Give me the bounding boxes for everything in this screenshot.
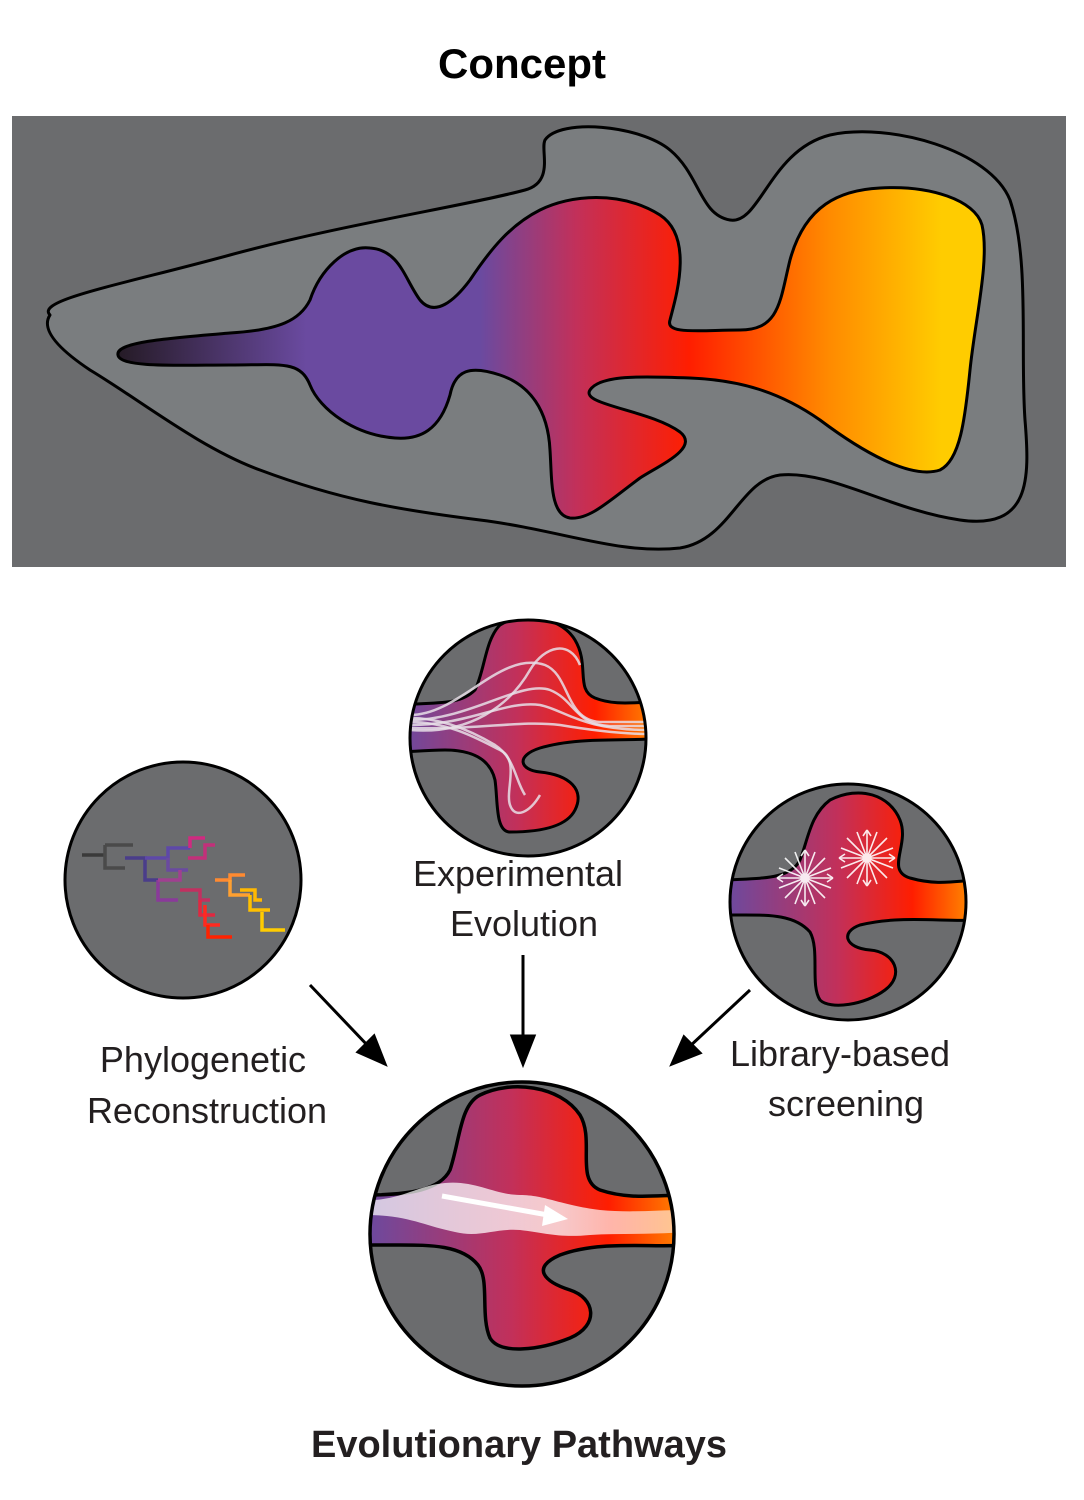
arrow-library — [669, 988, 752, 1067]
evolution-trajectories — [410, 647, 646, 815]
experimental-evolution-label-2: Evolution — [450, 903, 598, 944]
library-label-1: Library-based — [730, 1033, 950, 1074]
concept-title: Concept — [438, 40, 606, 87]
pathway-arrow-icon — [441, 1193, 568, 1226]
evolutionary-pathways-circle — [368, 1080, 676, 1388]
experimental-evolution-circle — [408, 618, 648, 858]
library-label-2: screening — [768, 1083, 924, 1124]
starburst-icon — [776, 829, 896, 907]
phylogenetic-tree-icon — [82, 836, 285, 939]
phylogenetic-reconstruction-circle — [63, 760, 303, 1000]
phylogenetic-label-1: Phylogenetic — [100, 1039, 306, 1080]
concept-panel — [12, 116, 1066, 567]
arrows — [308, 955, 752, 1069]
library-screening-circle — [728, 782, 968, 1022]
arrow-phylogenetic — [308, 983, 388, 1067]
experimental-evolution-label-1: Experimental — [413, 853, 623, 894]
fitness-landscape-gradient — [116, 186, 986, 520]
phylogenetic-label-2: Reconstruction — [87, 1090, 327, 1131]
arrow-experimental — [509, 955, 537, 1069]
evolutionary-pathways-title: Evolutionary Pathways — [311, 1424, 727, 1466]
